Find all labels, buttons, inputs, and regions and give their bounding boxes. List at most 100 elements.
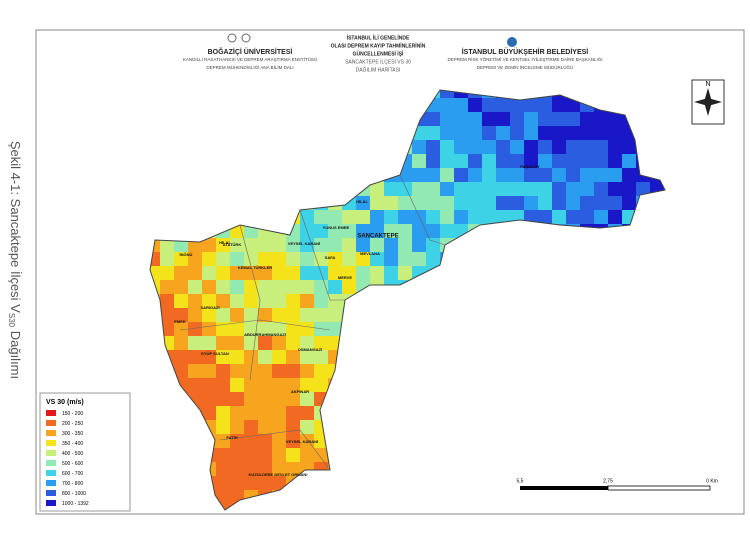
- grid-cell: [202, 238, 216, 252]
- grid-cell: [216, 392, 230, 406]
- grid-cell: [510, 98, 524, 112]
- grid-cell: [216, 252, 230, 266]
- header-line: SANCAKTEPE İLÇESİ VS 30: [345, 58, 411, 65]
- grid-cell: [510, 168, 524, 182]
- grid-cell: [216, 322, 230, 336]
- grid-cell: [370, 224, 384, 238]
- grid-cell: [272, 308, 286, 322]
- grid-cell: [188, 336, 202, 350]
- grid-cell: [524, 140, 538, 154]
- grid-cell: [188, 266, 202, 280]
- place-label: ABDURRAHMANGAZİ: [244, 332, 286, 337]
- grid-cell: [244, 336, 258, 350]
- grid-cell: [188, 280, 202, 294]
- legend-swatch: [46, 420, 56, 426]
- neighbourhood-boundary: [299, 209, 345, 301]
- grid-cell: [150, 266, 160, 280]
- grid-cell: [496, 196, 510, 210]
- grid-cell: [482, 112, 496, 126]
- grid-cell: [566, 168, 580, 182]
- grid-cell: [412, 224, 426, 238]
- grid-cell: [258, 350, 272, 364]
- grid-cell: [216, 406, 230, 420]
- legend-label: 500 - 600: [62, 461, 83, 467]
- grid-cell: [216, 336, 230, 350]
- grid-cell: [566, 112, 580, 126]
- grid-cell: [230, 322, 244, 336]
- grid-cell: [482, 182, 496, 196]
- grid-cell: [524, 196, 538, 210]
- grid-cell: [426, 182, 440, 196]
- grid-cell: [230, 378, 244, 392]
- grid-cell: [608, 112, 622, 126]
- grid-cell: [412, 140, 426, 154]
- grid-cell: [272, 392, 286, 406]
- grid-cell: [244, 266, 258, 280]
- grid-cell: [230, 252, 244, 266]
- grid-cell: [258, 476, 272, 490]
- grid-cell: [608, 154, 622, 168]
- grid-cell: [608, 182, 622, 196]
- grid-cell: [622, 154, 636, 168]
- grid-cell: [300, 420, 314, 434]
- grid-cell: [258, 420, 272, 434]
- grid-cell: [454, 210, 468, 224]
- legend-label: 600 - 700: [62, 471, 83, 477]
- grid-cell: [314, 336, 328, 350]
- legend-label: 400 - 500: [62, 451, 83, 457]
- grid-cell: [272, 406, 286, 420]
- grid-cell: [496, 168, 510, 182]
- grid-cell: [230, 308, 244, 322]
- grid-cell: [286, 266, 300, 280]
- logo-left: [227, 33, 251, 43]
- grid-cell: [426, 210, 440, 224]
- grid-cell: [594, 140, 608, 154]
- grid-cell: [300, 322, 314, 336]
- grid-cell: [272, 252, 286, 266]
- grid-cell: [594, 182, 608, 196]
- grid-cell: [202, 252, 216, 266]
- grid-cell: [440, 168, 454, 182]
- grid-cell: [174, 322, 188, 336]
- grid-cell: [272, 420, 286, 434]
- grid-cell: [272, 266, 286, 280]
- grid-cell: [328, 308, 342, 322]
- grid-cell: [160, 308, 174, 322]
- legend-swatch: [46, 450, 56, 456]
- grid-cell: [580, 126, 594, 140]
- grid-cell: [454, 98, 468, 112]
- grid-cell: [216, 420, 230, 434]
- grid-cell: [160, 266, 174, 280]
- grid-cell: [230, 462, 244, 476]
- grid-cell: [314, 364, 328, 378]
- header-line: GÜNCELLENMESİ İŞİ: [353, 50, 404, 57]
- header-line: OLASI DEPREM KAYIP TAHMİNLERİNİN: [331, 42, 426, 49]
- grid-cell: [524, 112, 538, 126]
- grid-cell: [160, 238, 174, 252]
- grid-cell: [188, 252, 202, 266]
- grid-cell: [258, 378, 272, 392]
- grid-cell: [482, 126, 496, 140]
- grid-cell: [412, 252, 426, 266]
- grid-cell: [300, 336, 314, 350]
- grid-cell: [286, 350, 300, 364]
- grid-cell: [272, 462, 286, 476]
- grid-cell: [482, 140, 496, 154]
- grid-cell: [174, 336, 188, 350]
- place-label: KUZULDERE DEVLET ORMANI: [249, 472, 308, 477]
- grid-cell: [342, 252, 356, 266]
- grid-cell: [272, 448, 286, 462]
- grid-cell: [440, 154, 454, 168]
- grid-cell: [202, 308, 216, 322]
- grid-cell: [244, 420, 258, 434]
- grid-cell: [300, 308, 314, 322]
- place-label: HİLAL: [219, 240, 231, 245]
- grid-cell: [286, 406, 300, 420]
- grid-cell: [566, 126, 580, 140]
- neighbourhood-boundary: [179, 319, 331, 331]
- place-label: EYÜP SULTAN: [201, 351, 229, 356]
- grid-cell: [328, 266, 342, 280]
- grid-cell: [468, 210, 482, 224]
- grid-cell: [174, 280, 188, 294]
- grid-cell: [258, 392, 272, 406]
